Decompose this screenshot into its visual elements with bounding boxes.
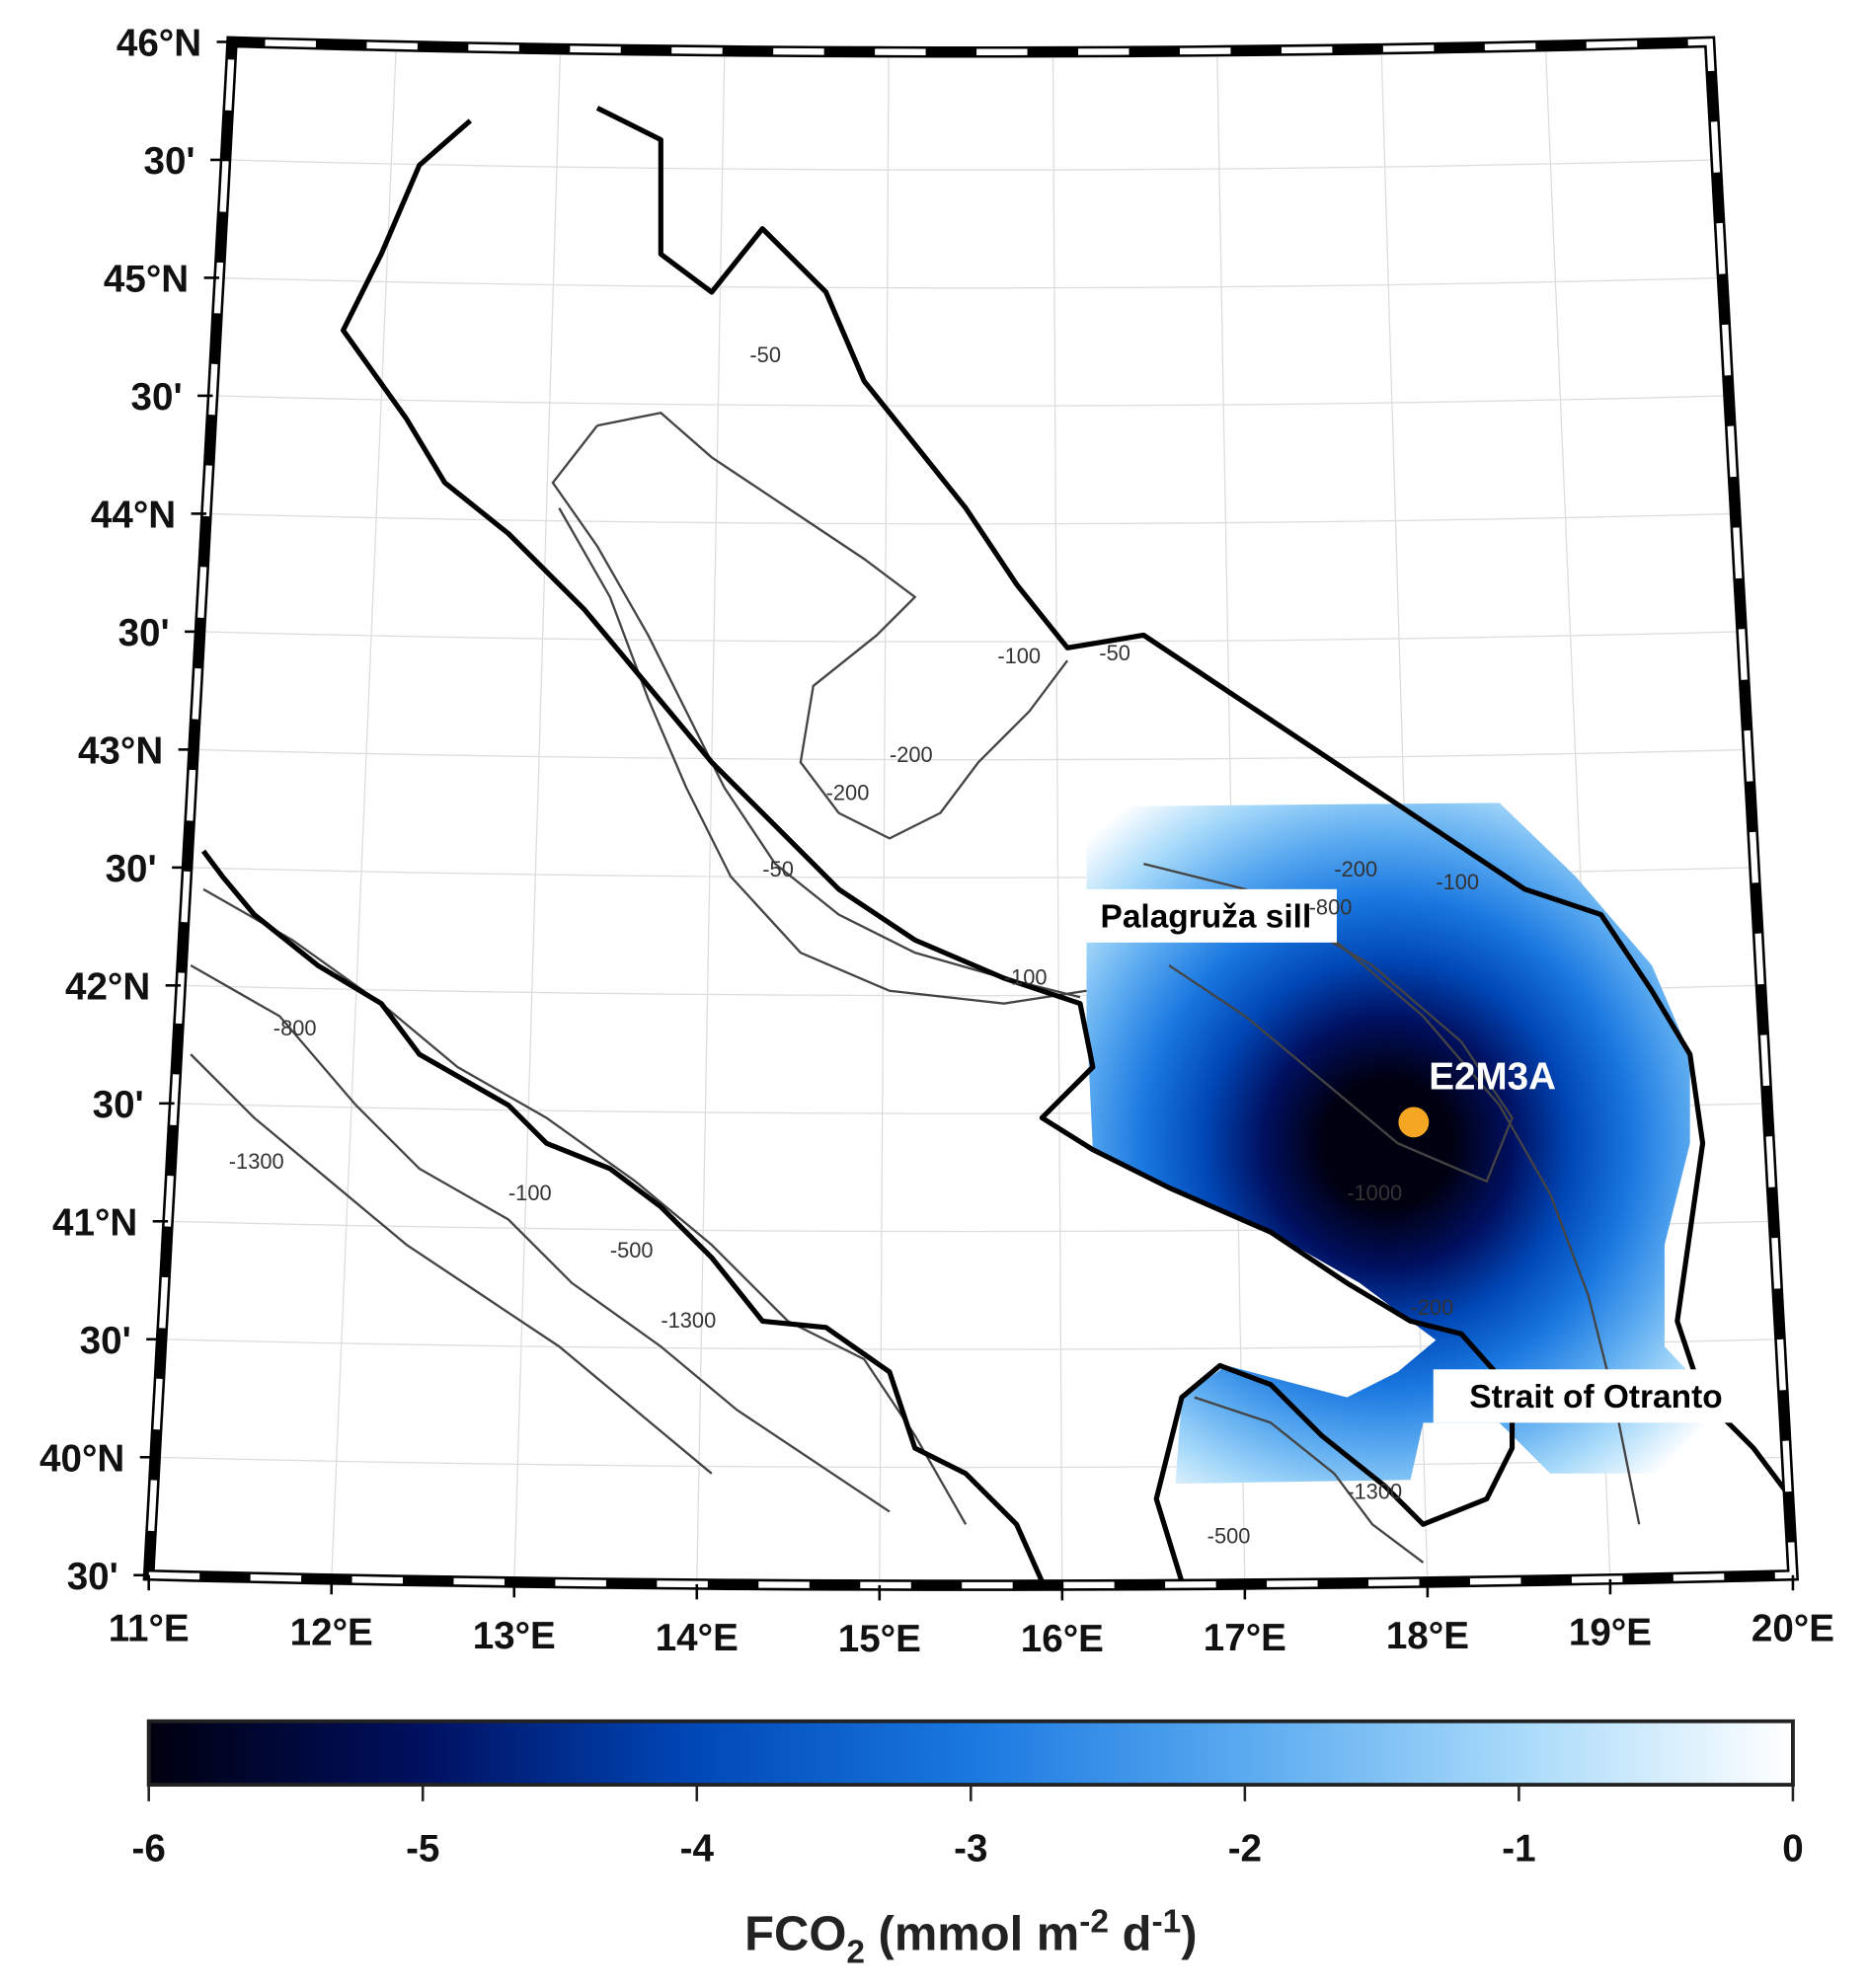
lat-tick-label: 42°N — [65, 965, 150, 1008]
labels: Palagruža sill Strait of Otranto 46°N 30'… — [39, 23, 1834, 1660]
lon-tick-label: 16°E — [1021, 1618, 1104, 1660]
lat-tick-label: 30' — [67, 1556, 118, 1598]
coastlines — [200, 106, 1794, 1583]
label-part: ) — [1181, 1907, 1197, 1960]
colorbar-tick-label: -3 — [954, 1827, 987, 1870]
contour-label: -100 — [1004, 964, 1048, 989]
lat-tick-label: 30' — [131, 376, 183, 419]
isobath — [190, 1053, 713, 1475]
contour-label: -200 — [826, 781, 870, 805]
coastline — [200, 849, 1045, 1583]
contour-label: -800 — [273, 1016, 317, 1040]
contour-label: -200 — [1334, 857, 1377, 881]
annotation: Palagruža sill — [1101, 898, 1312, 935]
frame-inner — [145, 38, 1797, 1589]
contour-label: -1300 — [229, 1149, 284, 1174]
colorbar-label: FCO2 (mmol m-2 d-1) — [744, 1903, 1197, 1970]
grid-line — [194, 748, 1749, 761]
station — [1398, 1107, 1430, 1138]
grid-line — [331, 45, 397, 1579]
lon-tick-label: 15°E — [838, 1618, 921, 1660]
grid-line — [879, 51, 890, 1585]
lat-tick-label: 30' — [80, 1320, 131, 1362]
lat-tick-label: 30' — [106, 848, 157, 890]
label-sup: -1 — [1151, 1903, 1181, 1940]
lon-tick-label: 18°E — [1386, 1615, 1469, 1657]
lat-tick-label: 43°N — [78, 730, 163, 773]
isobath — [596, 411, 1069, 840]
grid-line — [225, 159, 1717, 171]
label-sup: -2 — [1079, 1903, 1109, 1940]
contour-label: -1300 — [1347, 1480, 1402, 1504]
lat-tick-label: 30' — [118, 612, 170, 654]
label-sub: 2 — [846, 1934, 865, 1970]
lat-tick-label: 46°N — [117, 23, 201, 65]
contour-label: -50 — [762, 857, 794, 881]
lat-tick-label: 40°N — [39, 1437, 124, 1480]
grid-line — [205, 512, 1736, 525]
label-part: FCO — [744, 1907, 846, 1960]
map-frame — [142, 36, 1800, 1591]
colorbar-tick-label: -2 — [1228, 1827, 1262, 1870]
lat-tick-label: 30' — [93, 1084, 144, 1126]
colorbar-tick-label: -4 — [680, 1827, 715, 1870]
contour-label: -50 — [1099, 641, 1130, 665]
contour-label: -500 — [610, 1238, 654, 1262]
lon-tick-label: 19°E — [1569, 1612, 1652, 1654]
grid-line — [1051, 51, 1063, 1585]
contour-label: -200 — [890, 742, 933, 767]
lon-tick-label: 11°E — [109, 1608, 190, 1650]
lat-tick-label: 44°N — [91, 495, 176, 537]
colorbar-tick-label: -1 — [1502, 1827, 1535, 1870]
grid-line — [199, 631, 1743, 643]
lat-tick-label: 41°N — [52, 1201, 137, 1244]
label-box — [1433, 1369, 1759, 1423]
isobath — [551, 424, 1081, 999]
label-part: (mmol m — [865, 1907, 1079, 1960]
contour-label: -500 — [1207, 1524, 1251, 1549]
contour-label: -100 — [997, 644, 1041, 668]
grid-line — [212, 395, 1730, 407]
contour-label: -100 — [508, 1181, 552, 1205]
isobath — [202, 887, 968, 1525]
colorbar-tick-label: -6 — [132, 1827, 166, 1870]
lat-tick-label: 30' — [144, 140, 195, 183]
lon-tick-label: 20°E — [1751, 1608, 1834, 1650]
grid-line — [513, 48, 562, 1582]
isobath — [190, 964, 891, 1513]
isobath — [558, 507, 1087, 1005]
grid-line — [218, 276, 1723, 289]
lon-tick-label: 13°E — [473, 1615, 556, 1657]
station-label: E2M3A — [1429, 1055, 1556, 1098]
label-part: d — [1109, 1907, 1151, 1960]
annotation: Strait of Otranto — [1469, 1379, 1722, 1415]
grid-line — [696, 50, 726, 1584]
contour-label: -800 — [1309, 895, 1353, 920]
lat-tick-label: 45°N — [104, 259, 189, 301]
colorbar-tick-label: 0 — [1782, 1827, 1803, 1870]
contour-label: -50 — [749, 343, 781, 367]
colorbar-bar — [146, 1719, 1795, 1788]
colorbar: FCO2 (mmol m-2 d-1) -6 -5 -4 -3 -2 -1 0 — [132, 1719, 1804, 1970]
contour-label: -200 — [1411, 1295, 1454, 1320]
isobath — [1168, 913, 1514, 1184]
coastline — [341, 118, 1516, 1582]
lon-tick-label: 17°E — [1204, 1617, 1286, 1659]
grid-line — [155, 1456, 1787, 1469]
contour-label: -1000 — [1347, 1181, 1402, 1205]
coastline — [595, 106, 1794, 1501]
colorbar-tick-label: -5 — [406, 1827, 439, 1870]
isobath — [1194, 1396, 1425, 1564]
contour-label: -1300 — [661, 1308, 716, 1333]
isobaths — [190, 411, 1641, 1564]
lon-tick-label: 12°E — [290, 1612, 373, 1654]
label-box — [1074, 888, 1337, 943]
contour-label: -100 — [1436, 870, 1479, 894]
lon-tick-label: 14°E — [656, 1617, 739, 1659]
